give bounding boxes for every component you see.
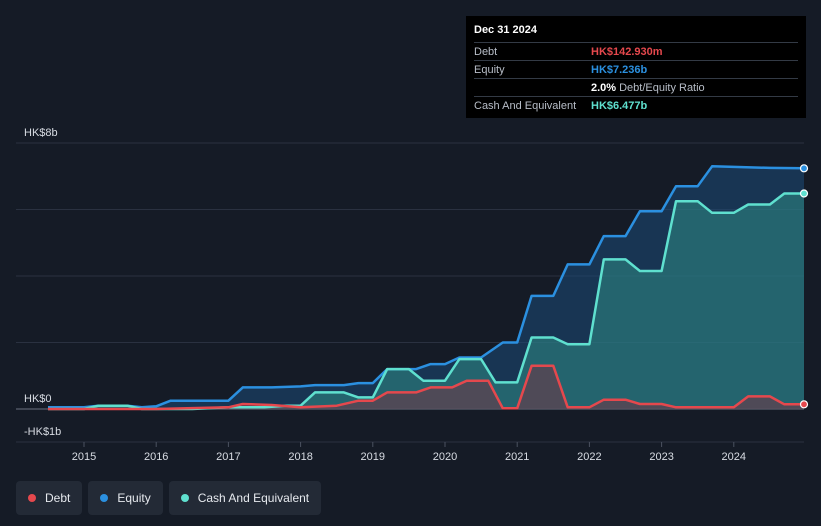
x-tick-label: 2015 — [72, 451, 96, 463]
tooltip-cash-value: HK$6.477b — [591, 100, 648, 112]
x-tick-label: 2024 — [722, 451, 746, 463]
y-tick-label: HK$0 — [24, 393, 52, 405]
cash-and-equivalent-area — [48, 193, 804, 409]
tooltip-row-equity: Equity HK$7.236b — [474, 60, 798, 78]
tooltip-cash-label: Cash And Equivalent — [474, 100, 577, 112]
tooltip-panel: Dec 31 2024 Debt HK$142.930m Equity HK$7… — [466, 16, 806, 118]
cash-dot-icon — [180, 494, 189, 502]
x-tick-label: 2020 — [433, 451, 457, 463]
tooltip-ratio-value: 2.0% — [591, 82, 617, 94]
cash-and-equivalent-end-point — [799, 189, 809, 198]
debt-dot-icon — [28, 494, 36, 502]
equity-end-point — [799, 164, 809, 173]
legend-label-cash: Cash And Equivalent — [197, 491, 310, 505]
debt-line — [48, 364, 804, 411]
x-tick-label: 2022 — [577, 451, 601, 463]
debt-area — [48, 365, 804, 409]
legend-item-equity[interactable]: Equity — [88, 481, 163, 515]
tooltip-date: Dec 31 2024 — [474, 24, 537, 36]
x-tick-label: 2018 — [288, 451, 312, 463]
series-areas — [48, 166, 804, 409]
x-tick-label: 2019 — [361, 451, 385, 463]
tooltip-row-cash: Cash And Equivalent HK$6.477b — [474, 96, 798, 114]
x-tick-label: 2016 — [144, 451, 168, 463]
chart-legend: Debt Equity Cash And Equivalent — [16, 481, 322, 515]
tooltip-debt-label: Debt — [474, 46, 498, 58]
x-tick-label: 2023 — [649, 451, 673, 463]
tooltip-row-ratio: 2.0% Debt/Equity Ratio — [474, 78, 798, 96]
y-tick-label: HK$8b — [24, 127, 58, 139]
debt-end-point — [799, 400, 809, 409]
series-lines — [48, 165, 805, 411]
axis-labels: HK$8b HK$0 -HK$1b 2015 2016 2017 2018 2019 2020 2… — [24, 127, 746, 463]
legend-label-debt: Debt — [45, 491, 71, 505]
equity-dot-icon — [100, 494, 109, 502]
tooltip-ratio-caption: Debt/Equity Ratio — [619, 82, 705, 94]
x-tick-label: 2021 — [505, 451, 529, 463]
legend-item-debt[interactable]: Debt — [16, 481, 83, 515]
tooltip-equity-label: Equity — [474, 64, 505, 76]
x-tick-label: 2017 — [216, 451, 240, 463]
tooltip-equity-value: HK$7.236b — [591, 64, 648, 76]
cash-and-equivalent-line — [48, 192, 804, 411]
y-tick-label: -HK$1b — [24, 426, 61, 438]
tooltip-debt-value: HK$142.930m — [591, 46, 663, 58]
equity-line — [48, 165, 805, 409]
tooltip-row-debt: Debt HK$142.930m — [474, 42, 798, 60]
legend-label-equity: Equity — [117, 491, 151, 505]
series-end-points — [799, 164, 809, 409]
legend-item-cash[interactable]: Cash And Equivalent — [168, 481, 322, 515]
